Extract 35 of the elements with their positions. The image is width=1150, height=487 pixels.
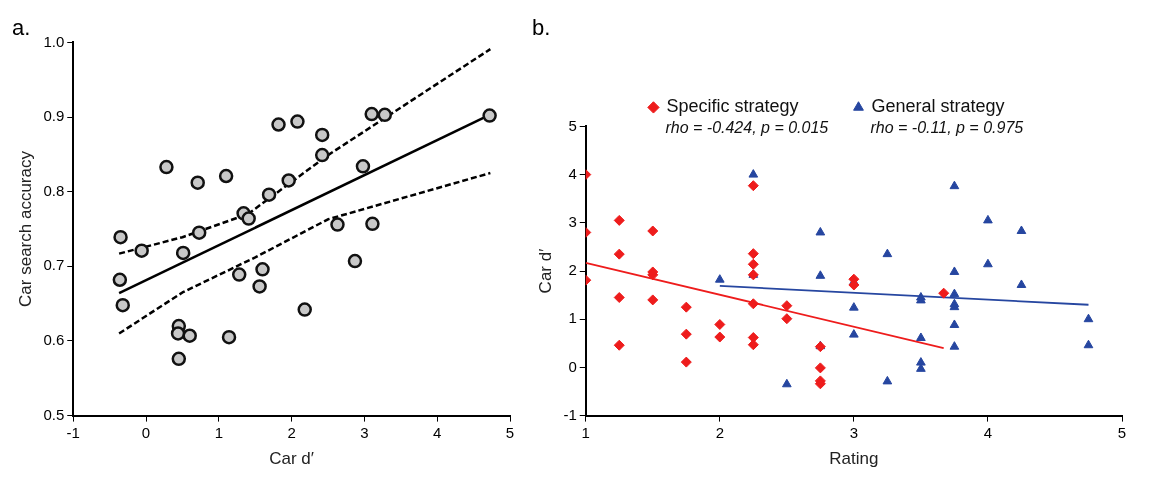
legend-label: General strategy [871,96,1005,117]
y-tick-label: 0.5 [43,405,65,423]
y-tick-label: 0.9 [43,107,65,125]
y-tick-label: 0.6 [43,331,65,349]
x-tick-label: 0 [141,423,151,441]
annotation: rho = -0.424, p = 0.015 [665,118,829,136]
y-tick-label: 1 [568,309,577,327]
chart-title: a. [12,15,31,41]
x-tick-label: 3 [360,423,369,441]
x-tick-label: -1 [66,423,80,441]
chart-title: b. [532,15,551,41]
x-axis-title: Rating [829,449,879,469]
x-tick-label: 5 [505,423,515,441]
y-tick-label: 0.8 [43,181,65,199]
x-tick-label: 2 [287,423,296,441]
annotation: rho = -0.11, p = 0.975 [870,118,1024,136]
y-tick-label: 1.0 [43,32,65,50]
x-tick-label: 4 [433,423,442,441]
y-tick-label: 3 [568,212,577,230]
x-axis-title: Car d′ [269,449,315,469]
y-tick-label: 0 [568,357,577,375]
x-tick-label: 1 [214,423,224,441]
y-tick-label: 2 [568,261,577,279]
y-axis-title: Car search accuracy [15,150,35,307]
legend-label: Specific strategy [666,96,799,117]
x-tick-label: 5 [1117,423,1127,441]
y-axis-title: Car d′ [535,248,555,294]
x-tick-label: 4 [983,423,993,441]
x-tick-label: 1 [581,423,590,441]
x-tick-label: 3 [849,423,859,441]
y-tick-label: 0.7 [43,256,65,274]
y-tick-label: -1 [563,405,577,423]
y-tick-label: 4 [568,164,577,182]
y-tick-label: 5 [568,116,577,134]
x-tick-label: 2 [715,423,724,441]
